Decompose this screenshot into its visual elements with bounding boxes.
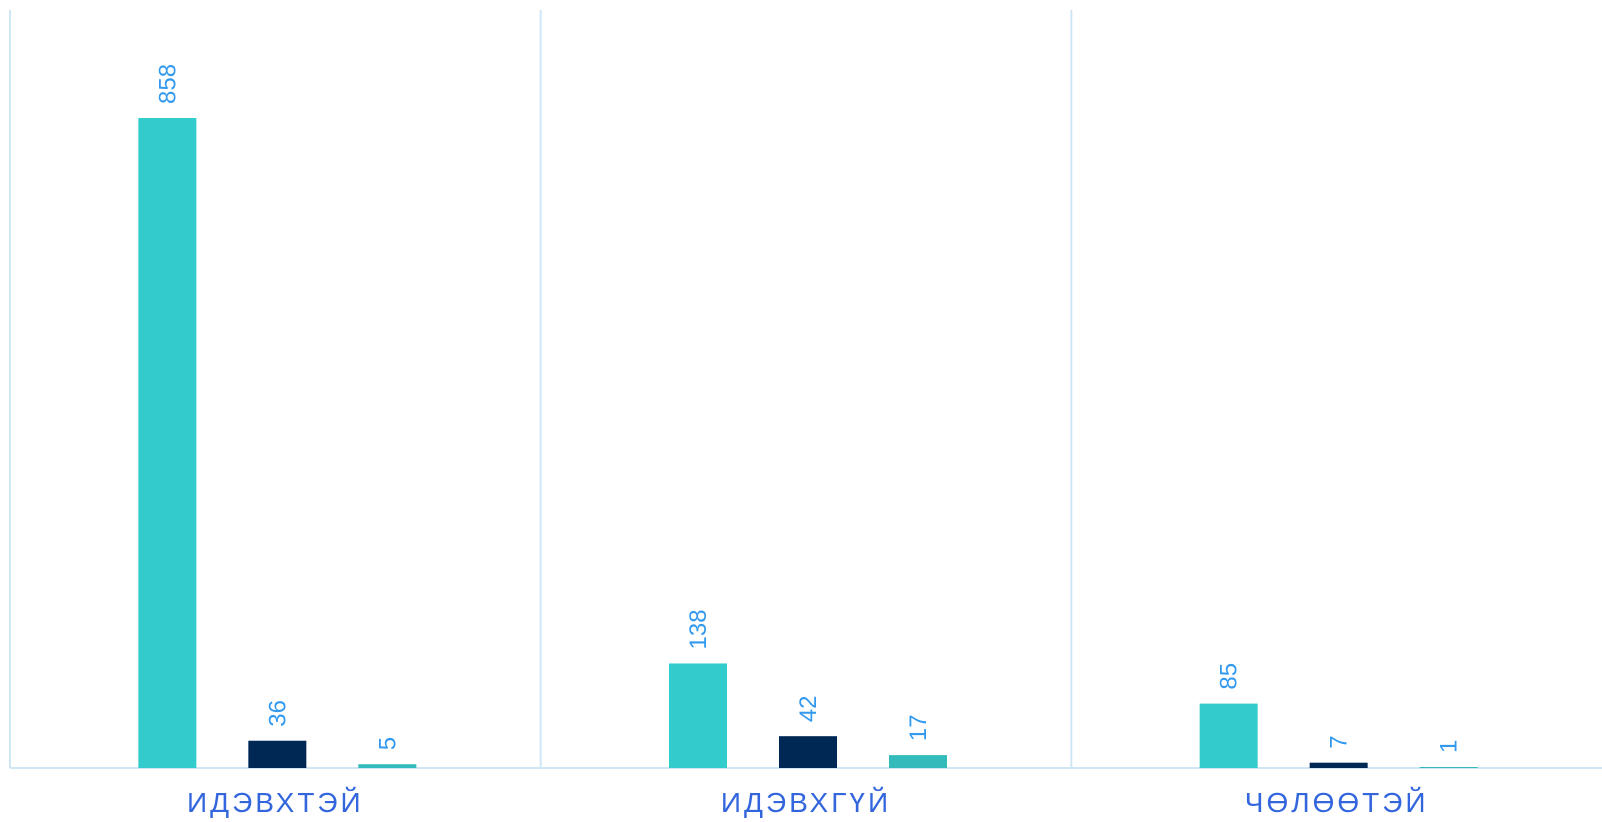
data-label: 5 <box>374 737 401 750</box>
data-label: 1 <box>1436 740 1463 753</box>
bar <box>889 755 947 768</box>
category-label: ИДЭВХГҮЙ <box>721 787 891 818</box>
bar <box>1419 767 1478 768</box>
category-label: ЧӨЛӨӨТЭЙ <box>1245 787 1429 818</box>
labels-layer: 858 36 5 138 42 17 85 7 1 <box>154 64 1462 753</box>
bar <box>248 740 307 768</box>
bar <box>358 764 417 768</box>
category-labels: ИДЭВХТЭЙ ИДЭВХГҮЙ ЧӨЛӨӨТЭЙ <box>187 787 1429 818</box>
data-label: 17 <box>905 714 932 741</box>
data-label: 85 <box>1216 663 1243 690</box>
bar <box>779 736 837 768</box>
bar <box>1309 762 1368 768</box>
bars-layer <box>138 118 1478 768</box>
data-label: 7 <box>1326 735 1353 748</box>
category-label: ИДЭВХТЭЙ <box>187 787 364 818</box>
bar <box>138 118 197 768</box>
data-label: 138 <box>685 609 712 649</box>
data-label: 858 <box>154 64 181 104</box>
grid-layer <box>9 10 1602 769</box>
data-label: 42 <box>795 695 822 722</box>
bar <box>1199 703 1258 768</box>
bar <box>669 663 727 768</box>
data-label: 36 <box>264 700 291 727</box>
